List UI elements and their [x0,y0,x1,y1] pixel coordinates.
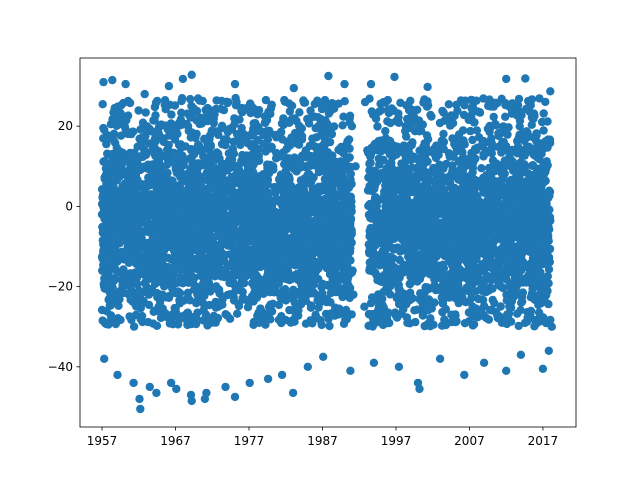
data-point [132,273,142,282]
data-point [223,241,233,250]
data-point [365,159,374,168]
data-point [206,287,215,296]
data-point [488,189,498,198]
data-point [479,188,488,197]
data-point [133,280,142,289]
data-point [497,168,506,177]
scatter-points [97,70,556,414]
data-point [468,163,477,173]
data-point [461,199,471,208]
data-point [544,265,554,274]
data-point [454,281,463,290]
data-point [407,223,417,232]
